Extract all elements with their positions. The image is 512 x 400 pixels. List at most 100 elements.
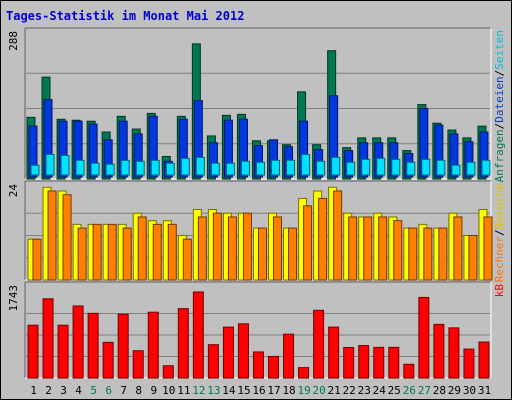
bar-rechner-day-4 bbox=[77, 227, 87, 281]
x-tick-label-day-18: 18 bbox=[282, 384, 295, 397]
bar-dateien-day-12 bbox=[193, 100, 203, 178]
bar-kb-day-19 bbox=[298, 367, 310, 379]
bar-seiten-day-26 bbox=[406, 161, 416, 176]
bar-kb-day-7 bbox=[117, 313, 129, 379]
chart-title: Tages-Statistik im Monat Mai 2012 bbox=[6, 9, 244, 23]
panel-middle-legend: Rechner/Besuche bbox=[493, 183, 506, 282]
bar-rechner-day-5 bbox=[92, 223, 102, 281]
x-tick-label-day-3: 3 bbox=[60, 384, 67, 397]
x-tick-label-day-28: 28 bbox=[433, 384, 446, 397]
x-tick-label-day-25: 25 bbox=[388, 384, 401, 397]
bar-seiten-day-15 bbox=[240, 160, 250, 176]
bar-seiten-day-5 bbox=[90, 162, 100, 176]
bar-kb-day-9 bbox=[147, 311, 159, 379]
bar-rechner-day-22 bbox=[348, 216, 358, 281]
bar-rechner-day-16 bbox=[257, 227, 267, 281]
panel-middle-max-label: 24 bbox=[7, 184, 20, 198]
x-tick-label-day-7: 7 bbox=[120, 384, 127, 397]
bar-kb-day-21 bbox=[328, 326, 340, 379]
bar-kb-day-16 bbox=[252, 351, 264, 379]
bar-rechner-day-14 bbox=[227, 216, 237, 281]
x-tick-label-day-27: 27 bbox=[418, 384, 431, 397]
x-tick-label-day-10: 10 bbox=[162, 384, 175, 397]
legend-entry: Seiten bbox=[493, 30, 506, 70]
bar-seiten-day-23 bbox=[361, 158, 371, 176]
x-tick-label-day-5: 5 bbox=[90, 384, 97, 397]
bar-dateien-day-21 bbox=[329, 95, 339, 178]
bar-seiten-day-30 bbox=[466, 161, 476, 176]
bar-rechner-day-7 bbox=[122, 227, 132, 281]
bar-rechner-day-23 bbox=[363, 216, 373, 281]
bar-kb-day-2 bbox=[42, 298, 54, 379]
bar-dateien-day-3 bbox=[58, 120, 68, 178]
bar-dateien-day-9 bbox=[148, 115, 158, 178]
bar-kb-day-11 bbox=[177, 308, 189, 379]
bar-dateien-day-13 bbox=[208, 142, 218, 178]
bar-seiten-day-20 bbox=[316, 160, 326, 176]
bar-kb-day-29 bbox=[448, 327, 460, 379]
legend-entry: Rechner bbox=[493, 236, 506, 283]
bar-kb-day-23 bbox=[358, 345, 370, 379]
bar-rechner-day-27 bbox=[423, 227, 433, 281]
x-tick-label-day-21: 21 bbox=[328, 384, 341, 397]
x-tick-label-day-23: 23 bbox=[358, 384, 371, 397]
x-tick-label-day-17: 17 bbox=[267, 384, 280, 397]
x-tick-label-day-8: 8 bbox=[135, 384, 142, 397]
bar-dateien-day-2 bbox=[43, 99, 53, 178]
bar-seiten-day-22 bbox=[346, 161, 356, 176]
bar-kb-day-1 bbox=[27, 324, 39, 379]
bar-seiten-day-13 bbox=[210, 162, 220, 176]
bar-kb-day-8 bbox=[132, 350, 144, 379]
x-tick-label-day-6: 6 bbox=[105, 384, 112, 397]
bar-rechner-day-20 bbox=[318, 197, 328, 281]
bar-kb-day-22 bbox=[343, 347, 355, 379]
legend-separator: / bbox=[493, 70, 506, 77]
x-tick-label-day-11: 11 bbox=[177, 384, 190, 397]
x-tick-label-day-12: 12 bbox=[192, 384, 205, 397]
bar-seiten-day-12 bbox=[195, 156, 205, 176]
bar-rechner-day-28 bbox=[438, 227, 448, 281]
x-tick-label-day-24: 24 bbox=[373, 384, 387, 397]
bar-rechner-day-24 bbox=[378, 216, 388, 281]
bar-rechner-day-26 bbox=[408, 227, 418, 281]
bar-kb-day-24 bbox=[373, 346, 385, 379]
bar-seiten-day-9 bbox=[150, 159, 160, 176]
bar-kb-day-13 bbox=[207, 344, 219, 379]
bar-seiten-day-17 bbox=[271, 159, 281, 176]
bar-seiten-day-27 bbox=[421, 158, 431, 176]
bar-kb-day-27 bbox=[418, 296, 430, 379]
bar-rechner-day-25 bbox=[393, 220, 403, 281]
x-tick-label-day-26: 26 bbox=[403, 384, 416, 397]
bar-rechner-day-3 bbox=[62, 194, 72, 281]
bar-seiten-day-31 bbox=[481, 159, 491, 176]
bar-kb-day-14 bbox=[222, 326, 234, 379]
bar-kb-day-10 bbox=[162, 365, 174, 379]
bar-rechner-day-6 bbox=[107, 223, 117, 281]
x-tick-label-day-20: 20 bbox=[313, 384, 326, 397]
legend-entry: Anfragen bbox=[493, 129, 506, 182]
bar-kb-day-30 bbox=[463, 348, 475, 379]
panel-bottom-legend: kB bbox=[493, 284, 506, 298]
legend-separator: / bbox=[493, 229, 506, 236]
bar-rechner-day-18 bbox=[288, 227, 298, 281]
bar-dateien-day-28 bbox=[434, 124, 444, 178]
x-tick-label-day-13: 13 bbox=[207, 384, 220, 397]
bar-rechner-day-19 bbox=[303, 205, 313, 281]
bar-seiten-day-18 bbox=[286, 159, 296, 176]
bar-dateien-day-31 bbox=[479, 131, 489, 178]
x-tick-label-day-19: 19 bbox=[297, 384, 310, 397]
x-tick-label-day-4: 4 bbox=[75, 384, 82, 397]
bar-kb-day-15 bbox=[237, 323, 249, 379]
x-tick-label-day-29: 29 bbox=[448, 384, 461, 397]
bar-seiten-day-1 bbox=[30, 164, 40, 176]
bar-seiten-day-7 bbox=[120, 159, 130, 176]
bar-rechner-day-29 bbox=[453, 216, 463, 281]
bar-seiten-day-28 bbox=[436, 159, 446, 176]
legend-entry: Besuche bbox=[493, 183, 506, 229]
panel-bottom-max-label: 1743 bbox=[7, 285, 20, 312]
bar-rechner-day-21 bbox=[333, 190, 343, 281]
bar-dateien-day-4 bbox=[73, 120, 83, 178]
bar-kb-day-20 bbox=[313, 309, 325, 379]
bar-kb-day-6 bbox=[102, 341, 114, 379]
